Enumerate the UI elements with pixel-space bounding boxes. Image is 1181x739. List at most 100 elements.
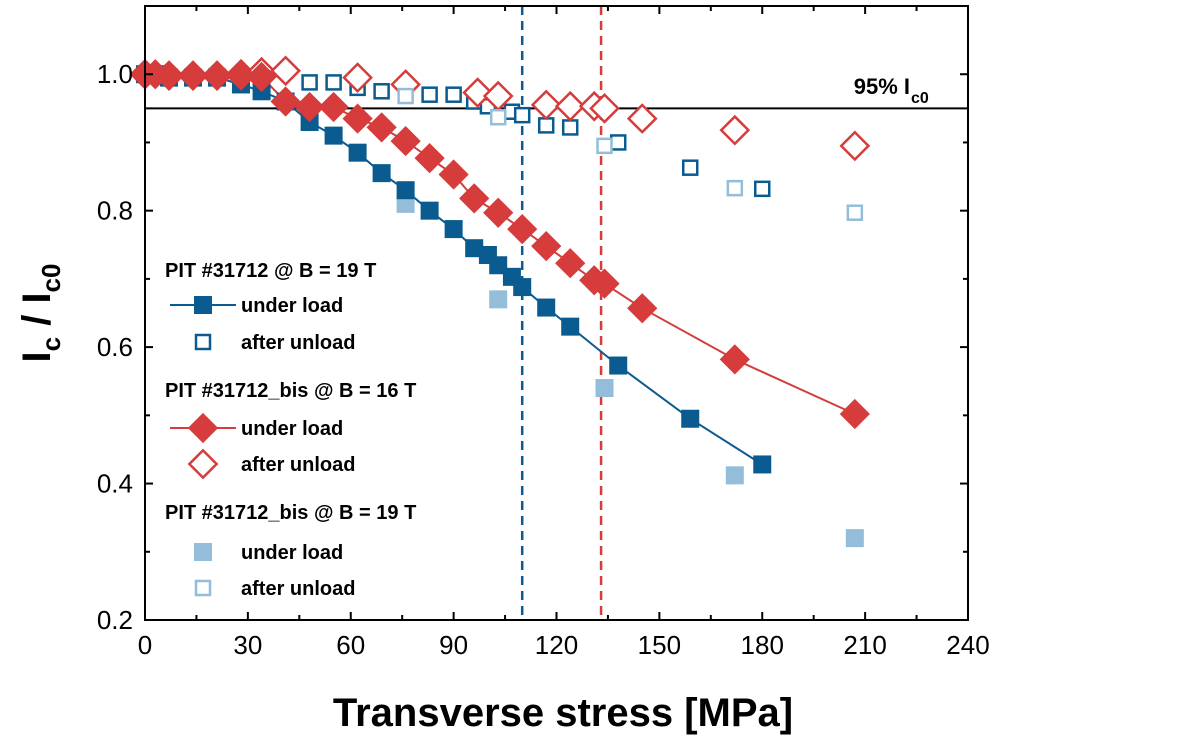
ref-line-label: 95% I [854,74,910,99]
data-point-s0-13 [420,201,439,220]
data-point-s0-19 [513,278,532,297]
x-axis-title: Transverse stress [MPa] [333,691,793,735]
data-point-s5-3 [596,137,613,155]
data-point-s2-21 [589,268,620,299]
legend-label-3: after unload [241,454,355,476]
data-point-s2-7 [270,86,301,117]
data-point-s0-11 [372,164,391,183]
data-point-s1-17 [754,180,771,198]
x-tick-label: 180 [741,630,784,660]
legend-group-title: PIT #31712 @ B = 19 T [165,260,376,282]
y-axis-title: Ic / Ic0 [15,264,66,363]
data-point-s0-24 [753,455,772,474]
ref-line-label-sub: c0 [911,90,929,107]
y-tick-label: 1.0 [97,59,133,89]
legend-group-title: PIT #31712_bis @ B = 19 T [165,502,416,524]
y-tick-label: 0.4 [97,469,133,499]
x-tick-label: 30 [233,630,262,660]
axis-ticks: 0 30 60 90 120 150 180 210 240 0.2 0.4 0.6 0.8 1.0 [97,5,990,660]
data-point-s3-6 [270,55,301,87]
data-point-s2-24 [839,398,870,430]
data-point-s2-6 [246,61,277,93]
legend-marker-2 [187,412,219,444]
data-point-s1-16 [681,159,699,176]
data-series [129,55,871,548]
y-title-sep: / I [15,292,59,336]
data-point-s3-16 [719,114,751,146]
data-point-s4-2 [595,379,614,398]
y-tick-label: 0.2 [97,605,133,635]
legend-group-title: PIT #31712_bis @ B = 16 T [165,380,416,402]
data-point-s2-15 [459,183,490,214]
y-tick-label: 0.6 [97,332,133,362]
data-point-s0-21 [561,317,580,336]
data-point-s3-12 [554,90,586,122]
legend-marker-5 [194,579,212,597]
data-point-s1-4 [325,74,342,91]
data-point-s2-19 [555,248,586,279]
x-tick-label: 120 [535,630,578,660]
data-point-s0-14 [444,220,463,239]
data-point-s0-17 [489,256,508,275]
y-title-sub2: c0 [36,264,66,293]
data-point-s0-23 [681,409,700,428]
data-point-s3-15 [626,103,658,134]
data-point-s0-12 [396,181,415,200]
y-title-sub1: c [36,337,66,351]
data-point-s0-10 [348,143,367,162]
data-point-s3-17 [839,130,871,162]
x-tick-label: 150 [638,630,681,660]
legend-label-5: after unload [241,578,355,600]
y-title-main: I [15,351,59,362]
data-point-s3-11 [530,89,562,121]
data-point-s0-9 [324,126,343,145]
data-point-s0-22 [609,356,628,375]
legend: PIT #31712 @ B = 19 T under load after unl… [165,260,416,600]
data-point-s5-1 [397,87,414,105]
legend-label-0: under load [241,295,343,317]
data-point-s1-7 [421,86,438,103]
data-point-s1-8 [445,86,462,103]
data-point-s2-4 [201,60,233,91]
data-point-s2-17 [507,213,538,245]
data-point-s5-2 [489,108,507,126]
data-point-s2-13 [414,143,445,174]
data-point-s4-1 [489,290,508,309]
data-point-s2-22 [627,293,658,324]
data-point-s2-18 [531,231,562,262]
data-point-s2-2 [153,60,185,91]
legend-marker-0 [194,296,212,314]
data-point-s2-10 [342,103,373,134]
legend-label-2: under load [241,418,343,440]
data-point-s1-12 [513,106,531,124]
y-tick-label: 0.8 [97,196,133,226]
data-point-s2-3 [177,60,209,91]
data-point-s0-20 [537,298,556,317]
data-point-s2-14 [438,159,469,190]
x-tick-label: 60 [336,630,365,660]
data-point-s3-9 [462,77,493,109]
legend-marker-1 [194,333,212,351]
x-tick-label: 0 [138,630,152,660]
x-tick-label: 240 [946,630,989,660]
data-point-s2-9 [318,91,349,123]
data-point-s2-8 [294,91,325,123]
data-point-s1-15 [609,134,627,151]
x-tick-label: 90 [439,630,468,660]
data-point-s3-14 [589,92,620,124]
data-point-s3-7 [342,62,373,94]
x-tick-label: 210 [843,630,886,660]
data-point-s2-16 [483,197,514,228]
legend-label-1: after unload [241,332,355,354]
legend-marker-3 [187,448,219,480]
legend-label-4: under load [241,542,343,564]
data-point-s2-11 [366,112,397,143]
data-point-s2-23 [719,344,750,375]
data-point-s5-5 [846,204,864,221]
data-point-s2-12 [390,125,421,157]
svg-text:Ic / Ic0: Ic / Ic0 [15,264,66,363]
data-point-s4-4 [845,529,864,548]
data-point-s2-5 [225,60,257,91]
data-point-s1-14 [561,119,579,136]
